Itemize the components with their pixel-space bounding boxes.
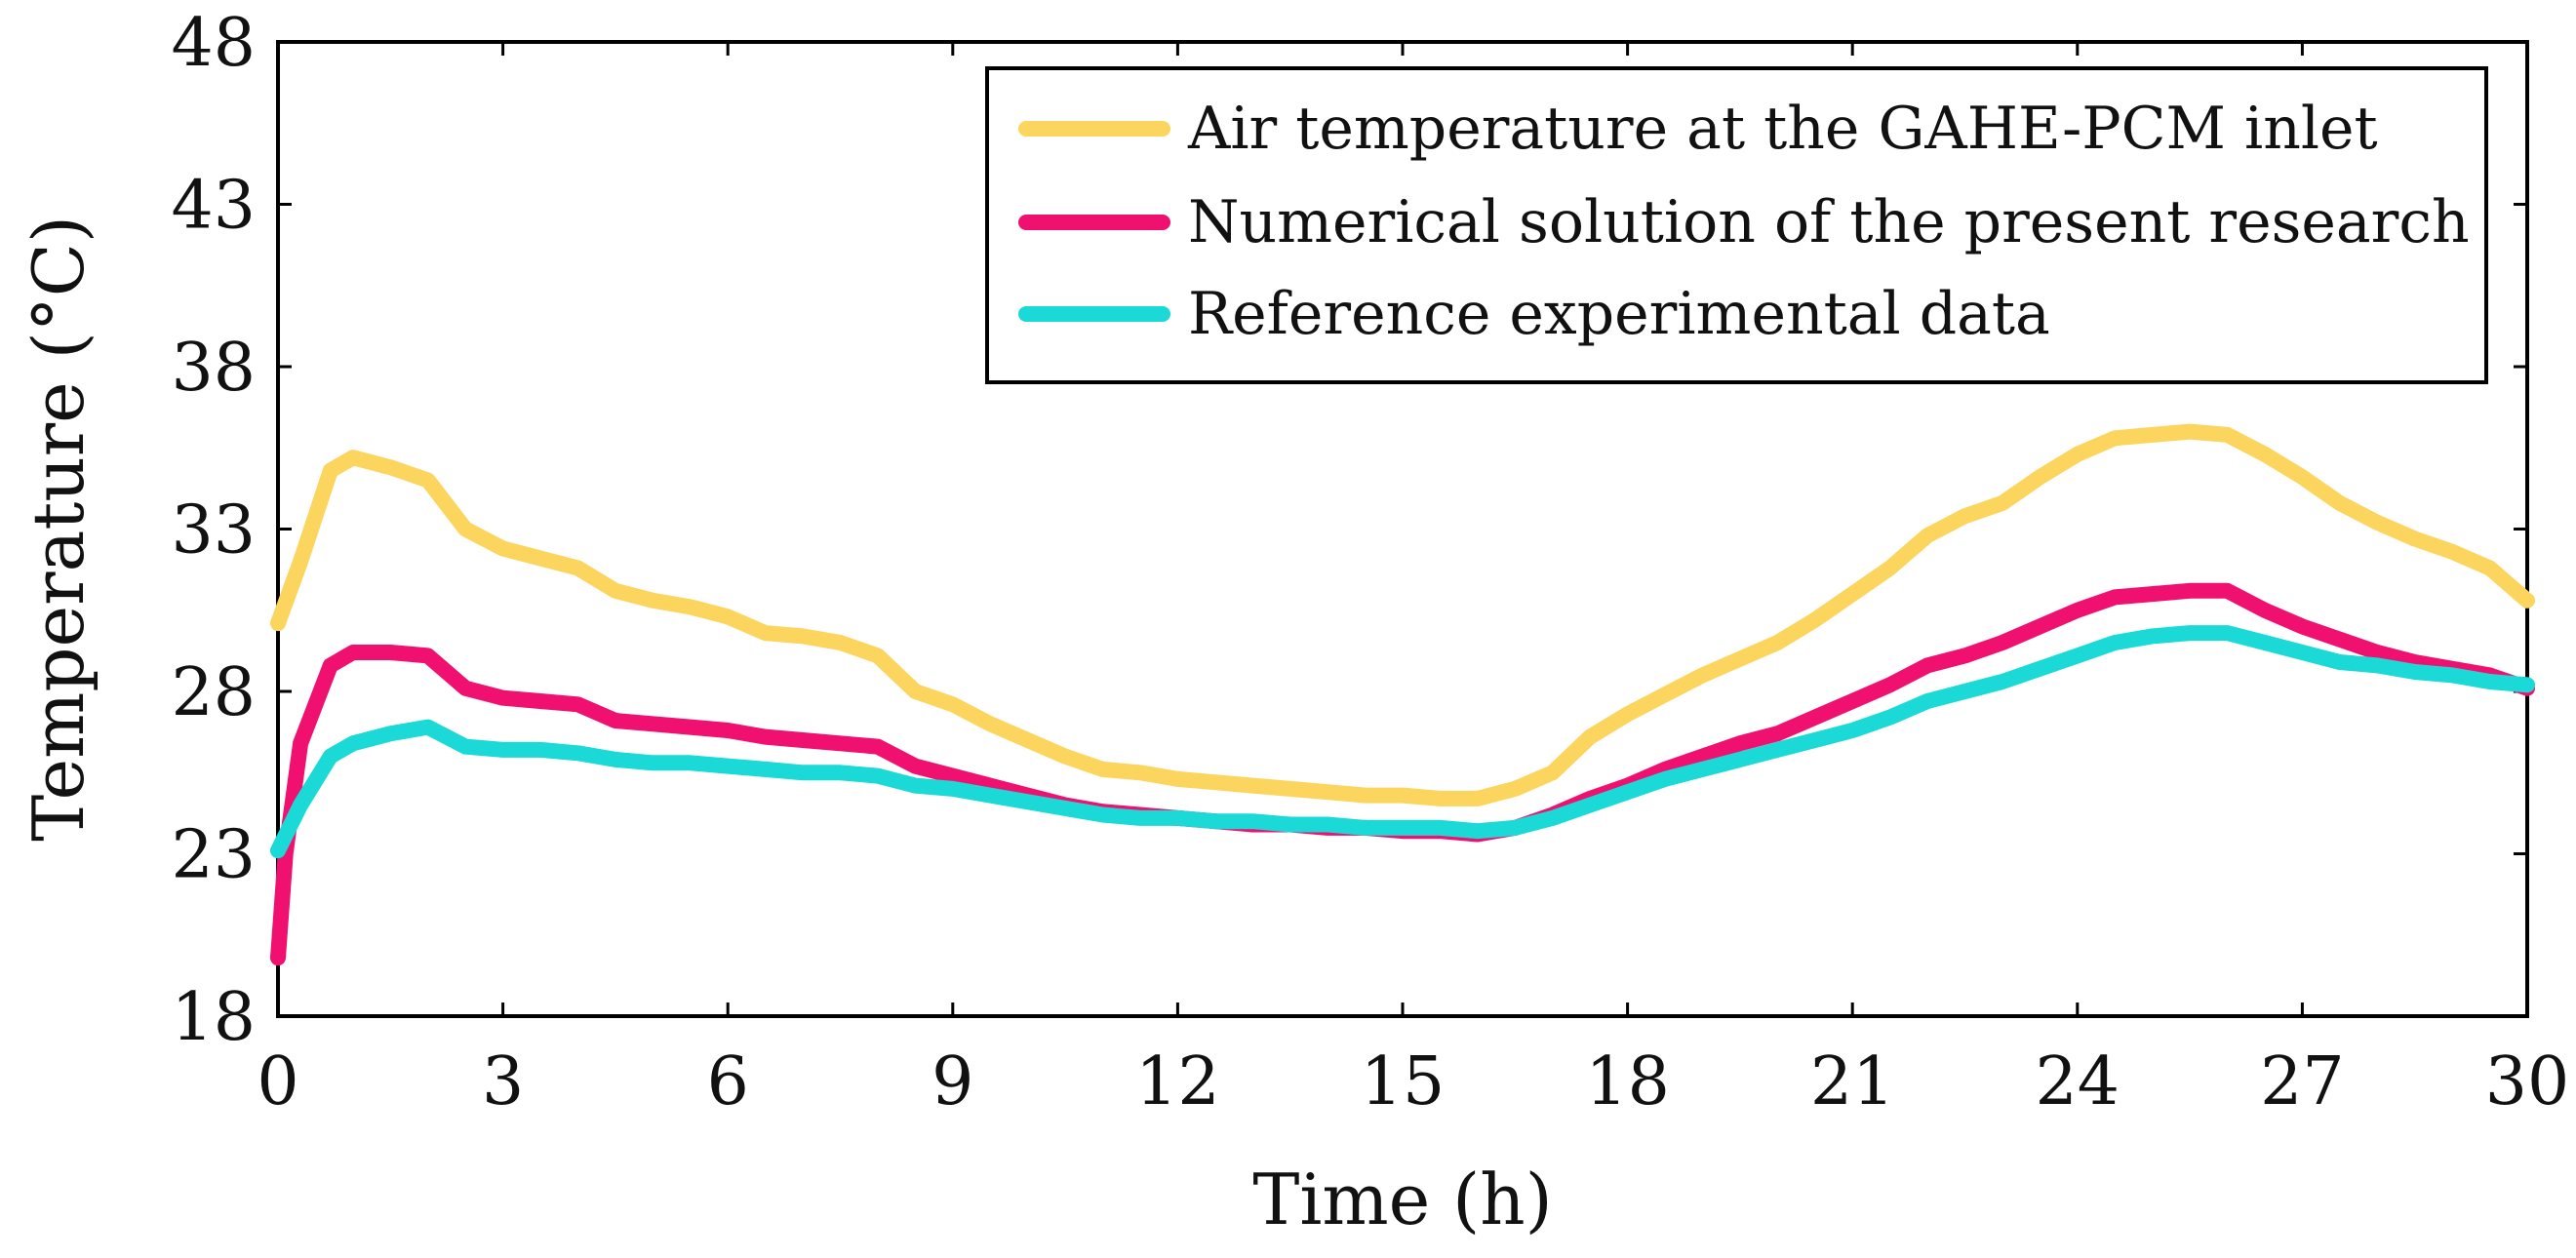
series-lines xyxy=(270,423,2535,966)
y-axis-label: Temperature (°C) xyxy=(18,216,99,842)
x-tick-label: 27 xyxy=(2260,1043,2345,1120)
x-tick-label: 6 xyxy=(707,1043,749,1120)
x-tick-label: 30 xyxy=(2485,1043,2570,1120)
x-tick-label: 12 xyxy=(1135,1043,1220,1120)
x-tick-label: 18 xyxy=(1585,1043,1670,1120)
y-tick-label: 28 xyxy=(171,654,256,731)
x-tick-label: 24 xyxy=(2036,1043,2120,1120)
x-tick-label: 0 xyxy=(257,1043,298,1120)
axis-ticks: 0 3 6 9 12 15 18 21 24 27 30 18 23 28 33 38 43 48 xyxy=(171,5,2569,1120)
legend-label-experimental: Reference experimental data xyxy=(1188,280,2050,348)
series-numerical-line xyxy=(270,582,2535,966)
y-tick-label: 38 xyxy=(171,330,256,407)
x-tick-label: 15 xyxy=(1361,1043,1446,1120)
legend: Air temperature at the GAHE-PCM inlet Nu… xyxy=(985,66,2488,384)
y-tick-label: 43 xyxy=(171,168,256,245)
series-air-inlet-line xyxy=(270,423,2535,806)
y-tick-label: 23 xyxy=(171,817,256,894)
series-experimental-line xyxy=(270,625,2535,859)
legend-label-numerical: Numerical solution of the present resear… xyxy=(1188,188,2470,256)
legend-label-air-inlet: Air temperature at the GAHE-PCM inlet xyxy=(1187,95,2378,163)
y-tick-label: 18 xyxy=(171,979,256,1056)
x-tick-label: 9 xyxy=(931,1043,973,1120)
y-tick-label: 48 xyxy=(171,5,256,82)
x-tick-label: 21 xyxy=(1810,1043,1895,1120)
x-axis-label: Time (h) xyxy=(1252,1159,1552,1240)
y-tick-label: 33 xyxy=(171,492,256,570)
legend-box xyxy=(985,66,2488,384)
x-tick-label: 3 xyxy=(482,1043,524,1120)
